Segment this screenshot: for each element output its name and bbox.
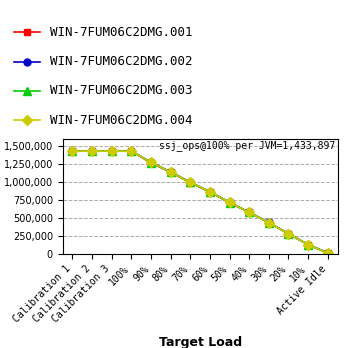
Text: WIN-7FUM06C2DMG.001: WIN-7FUM06C2DMG.001 [50, 26, 193, 39]
WIN-7FUM06C2DMG.001 [149, 161, 153, 165]
WIN-7FUM06C2DMG.001 [208, 190, 212, 194]
WIN-7FUM06C2DMG.001 [326, 251, 330, 255]
WIN-7FUM06C2DMG.003 [90, 149, 94, 153]
Text: WIN-7FUM06C2DMG.002: WIN-7FUM06C2DMG.002 [50, 55, 193, 68]
WIN-7FUM06C2DMG.002 [149, 160, 153, 164]
WIN-7FUM06C2DMG.002 [267, 220, 271, 224]
WIN-7FUM06C2DMG.004 [90, 149, 94, 153]
WIN-7FUM06C2DMG.002 [306, 243, 310, 247]
WIN-7FUM06C2DMG.001 [90, 149, 94, 153]
WIN-7FUM06C2DMG.004 [228, 200, 232, 205]
WIN-7FUM06C2DMG.003 [70, 149, 74, 153]
WIN-7FUM06C2DMG.003 [188, 180, 192, 184]
WIN-7FUM06C2DMG.004 [306, 243, 310, 247]
WIN-7FUM06C2DMG.001 [247, 210, 251, 214]
WIN-7FUM06C2DMG.003 [208, 190, 212, 194]
WIN-7FUM06C2DMG.002 [208, 190, 212, 194]
WIN-7FUM06C2DMG.004 [208, 190, 212, 194]
WIN-7FUM06C2DMG.004 [110, 149, 114, 153]
WIN-7FUM06C2DMG.001 [267, 221, 271, 225]
WIN-7FUM06C2DMG.004 [129, 149, 134, 153]
WIN-7FUM06C2DMG.001 [188, 181, 192, 185]
WIN-7FUM06C2DMG.001 [129, 149, 134, 153]
WIN-7FUM06C2DMG.003 [129, 149, 134, 153]
WIN-7FUM06C2DMG.002 [326, 251, 330, 255]
Text: WIN-7FUM06C2DMG.003: WIN-7FUM06C2DMG.003 [50, 84, 193, 97]
WIN-7FUM06C2DMG.002 [70, 149, 74, 153]
Text: ssj_ops@100% per JVM=1,433,897: ssj_ops@100% per JVM=1,433,897 [159, 140, 335, 151]
WIN-7FUM06C2DMG.002 [90, 149, 94, 153]
WIN-7FUM06C2DMG.002 [168, 170, 173, 174]
Line: WIN-7FUM06C2DMG.001: WIN-7FUM06C2DMG.001 [69, 148, 331, 256]
WIN-7FUM06C2DMG.001 [228, 201, 232, 205]
WIN-7FUM06C2DMG.003 [286, 232, 291, 236]
WIN-7FUM06C2DMG.001 [70, 149, 74, 153]
WIN-7FUM06C2DMG.001 [306, 243, 310, 247]
WIN-7FUM06C2DMG.004 [149, 160, 153, 164]
WIN-7FUM06C2DMG.003 [326, 251, 330, 255]
WIN-7FUM06C2DMG.003 [267, 221, 271, 225]
WIN-7FUM06C2DMG.002 [129, 149, 134, 153]
WIN-7FUM06C2DMG.001 [286, 231, 291, 236]
WIN-7FUM06C2DMG.004 [247, 210, 251, 214]
WIN-7FUM06C2DMG.004 [267, 221, 271, 225]
WIN-7FUM06C2DMG.001 [110, 149, 114, 153]
Line: WIN-7FUM06C2DMG.004: WIN-7FUM06C2DMG.004 [69, 148, 331, 257]
Line: WIN-7FUM06C2DMG.002: WIN-7FUM06C2DMG.002 [69, 148, 331, 256]
WIN-7FUM06C2DMG.003 [228, 200, 232, 205]
Text: WIN-7FUM06C2DMG.004: WIN-7FUM06C2DMG.004 [50, 113, 193, 127]
WIN-7FUM06C2DMG.002 [110, 149, 114, 153]
X-axis label: Target Load: Target Load [159, 336, 242, 348]
WIN-7FUM06C2DMG.002 [228, 200, 232, 205]
WIN-7FUM06C2DMG.003 [247, 210, 251, 214]
WIN-7FUM06C2DMG.003 [168, 170, 173, 174]
WIN-7FUM06C2DMG.004 [286, 232, 291, 236]
WIN-7FUM06C2DMG.004 [326, 251, 330, 255]
WIN-7FUM06C2DMG.002 [247, 210, 251, 214]
WIN-7FUM06C2DMG.004 [168, 170, 173, 174]
WIN-7FUM06C2DMG.002 [188, 180, 192, 184]
WIN-7FUM06C2DMG.004 [70, 149, 74, 153]
WIN-7FUM06C2DMG.003 [110, 149, 114, 153]
WIN-7FUM06C2DMG.003 [149, 160, 153, 165]
WIN-7FUM06C2DMG.003 [306, 243, 310, 247]
WIN-7FUM06C2DMG.002 [286, 232, 291, 236]
Line: WIN-7FUM06C2DMG.003: WIN-7FUM06C2DMG.003 [68, 147, 332, 257]
WIN-7FUM06C2DMG.001 [168, 170, 173, 174]
WIN-7FUM06C2DMG.004 [188, 180, 192, 184]
